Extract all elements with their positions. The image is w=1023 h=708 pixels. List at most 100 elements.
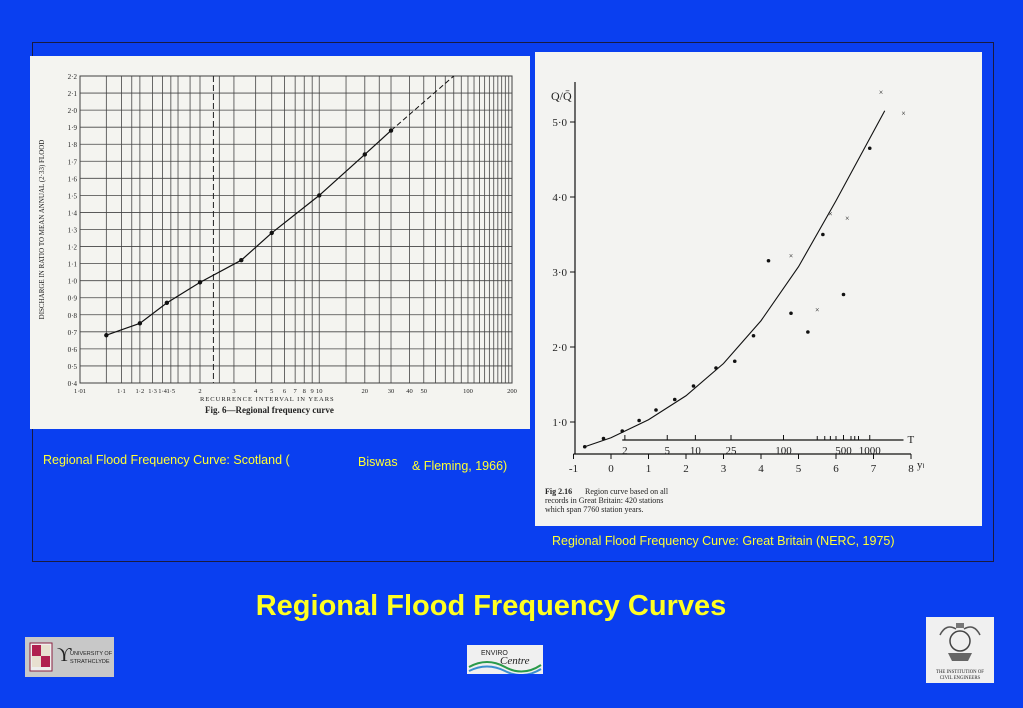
data-point — [239, 258, 244, 263]
station-cross: × — [789, 252, 794, 261]
data-point — [197, 280, 203, 285]
y-tick-label: 1·9 — [68, 124, 78, 132]
y-tick-label: 3·0 — [552, 267, 567, 279]
great-britain-chart-panel: 1·0 2·0 3·0 4·0 5·0 Q/Q̄ -1 0 1 2 3 4 5 6 7 8 yₗ 2 5 10 25 10… — [535, 52, 982, 526]
x-tick-label: 5 — [270, 388, 273, 395]
x-tick-label: 1 — [646, 463, 652, 475]
station-dot — [841, 292, 846, 297]
y-tick-label: 1·0 — [552, 417, 567, 429]
station-dot — [637, 418, 641, 423]
station-dot — [654, 408, 658, 412]
x-tick-label: 7 — [871, 463, 877, 475]
figure-caption-label: Fig 2.16 — [545, 487, 572, 496]
y-tick-label: 0·7 — [68, 329, 78, 337]
data-point — [104, 333, 109, 338]
y-tick-label: 0·9 — [68, 295, 78, 303]
enviro-line2: Centre — [500, 655, 530, 667]
x-tick-label: 10 — [316, 388, 323, 395]
t-axis-label: T — [908, 434, 915, 446]
x-tick-label: 7 — [294, 388, 298, 395]
data-point — [317, 193, 322, 198]
y-tick-label: 0·5 — [68, 363, 78, 371]
x-tick-label: 6 — [833, 463, 839, 475]
y-tick-label: 4·0 — [552, 192, 567, 204]
y-tick-label: 1·5 — [68, 192, 78, 200]
t-tick-label: 5 — [665, 445, 671, 457]
t-tick-label: 10 — [690, 445, 702, 457]
x-tick-label: 1·3 — [148, 388, 157, 395]
station-dot — [867, 146, 872, 151]
y-tick-label: 0·4 — [68, 380, 78, 388]
x-tick-label: 5 — [796, 463, 802, 475]
t-tick-label: 500 — [835, 445, 852, 457]
y-tick-label: 1·3 — [68, 227, 78, 235]
y-tick-label: 2·0 — [552, 342, 567, 354]
x-tick-label: 1·4 — [158, 388, 167, 395]
enviro-centre-logo: ENVIRO Centre — [467, 645, 543, 676]
station-cross: × — [879, 88, 884, 97]
station-dot — [601, 436, 606, 441]
station-dot — [620, 429, 625, 433]
station-dot — [732, 359, 737, 364]
chart-title: Fig. 6—Regional frequency curve — [205, 405, 334, 415]
strathclyde-logo: ϒ UNIVERSITY OF STRATHCLYDE — [25, 637, 114, 677]
scotland-chart-panel: 0·4 0·5 0·6 0·7 0·8 0·9 1·0 1·1 1·2 1·3 1·4 1·5 1·6 1… — [30, 56, 530, 429]
curve-extrapolation — [390, 75, 455, 131]
strathclyde-line1: UNIVERSITY OF — [70, 651, 113, 657]
station-cross: × — [901, 109, 906, 118]
scotland-frequency-chart: 0·40·50·60·70·80·91·01·11·21·31·41·51·61… — [38, 73, 517, 415]
y-tick-label: 0·6 — [68, 346, 78, 354]
data-point — [269, 230, 274, 236]
x-tick-label: 6 — [283, 388, 287, 395]
scotland-caption-part2: Biswas — [358, 455, 398, 469]
scotland-caption-part3: & Fleming, 1966) — [412, 459, 508, 473]
x-tick-label: 50 — [421, 388, 428, 395]
x-tick-label: 0 — [608, 463, 614, 475]
y-tick-label: 1·8 — [68, 141, 78, 149]
y-tick-label: 2·1 — [68, 90, 78, 98]
data-point — [388, 128, 394, 133]
y-tick-label: 2·0 — [68, 107, 78, 115]
x-tick-label: 2 — [683, 463, 689, 475]
station-dot — [582, 444, 587, 449]
enviro-line1: ENVIRO — [481, 650, 508, 657]
x-tick-label: 3 — [721, 463, 727, 475]
x-tick-label: 2 — [198, 388, 201, 395]
t-tick-label: 100 — [775, 445, 792, 457]
station-dot — [714, 366, 718, 370]
station-cross: × — [828, 210, 833, 219]
y-tick-label: 1·0 — [68, 278, 78, 286]
x-tick-label: 8 — [908, 463, 914, 475]
ice-logo: THE INSTITUTION OF CIVIL ENGINEERS — [926, 617, 994, 683]
x-axis-label: yₗ — [917, 459, 925, 471]
t-tick-label: 2 — [622, 445, 628, 457]
y-axis-label: Q/Q̄ — [551, 89, 572, 103]
y-tick-label: 2·2 — [68, 73, 78, 81]
x-tick-label: 20 — [362, 388, 369, 395]
ice-line1: THE INSTITUTION OF — [936, 670, 984, 675]
x-tick-label: 1·1 — [117, 388, 126, 395]
station-dot — [821, 232, 825, 237]
station-dot — [672, 397, 677, 402]
station-cross: × — [845, 214, 850, 223]
figure-caption-line3: which span 7760 station years. — [545, 505, 643, 514]
strathclyde-line2: STRATHCLYDE — [70, 659, 110, 665]
x-tick-label: 40 — [406, 388, 413, 395]
scotland-caption-part1: Regional Flood Frequency Curve: Scotland… — [43, 453, 290, 467]
ice-line2: CIVIL ENGINEERS — [940, 676, 981, 681]
data-point — [164, 300, 170, 306]
x-tick-label: 30 — [388, 388, 395, 395]
station-dot — [691, 384, 696, 388]
x-tick-label: 3 — [232, 388, 235, 395]
station-dot — [751, 333, 756, 338]
slide-title: Regional Flood Frequency Curves — [255, 590, 727, 622]
y-tick-label: 1·2 — [68, 244, 78, 252]
x-tick-label: 1·2 — [136, 388, 145, 395]
great-britain-caption: Regional Flood Frequency Curve: Great Br… — [552, 534, 895, 548]
x-tick-label: 4 — [758, 463, 764, 475]
y-tick-label: 5·0 — [552, 117, 567, 129]
y-axis-label: DISCHARGE IN RATIO TO MEAN ANNUAL (2·33)… — [38, 140, 46, 320]
t-tick-label: 25 — [726, 445, 738, 457]
x-tick-label: 8 — [303, 388, 306, 395]
y-tick-label: 1·7 — [68, 158, 78, 166]
